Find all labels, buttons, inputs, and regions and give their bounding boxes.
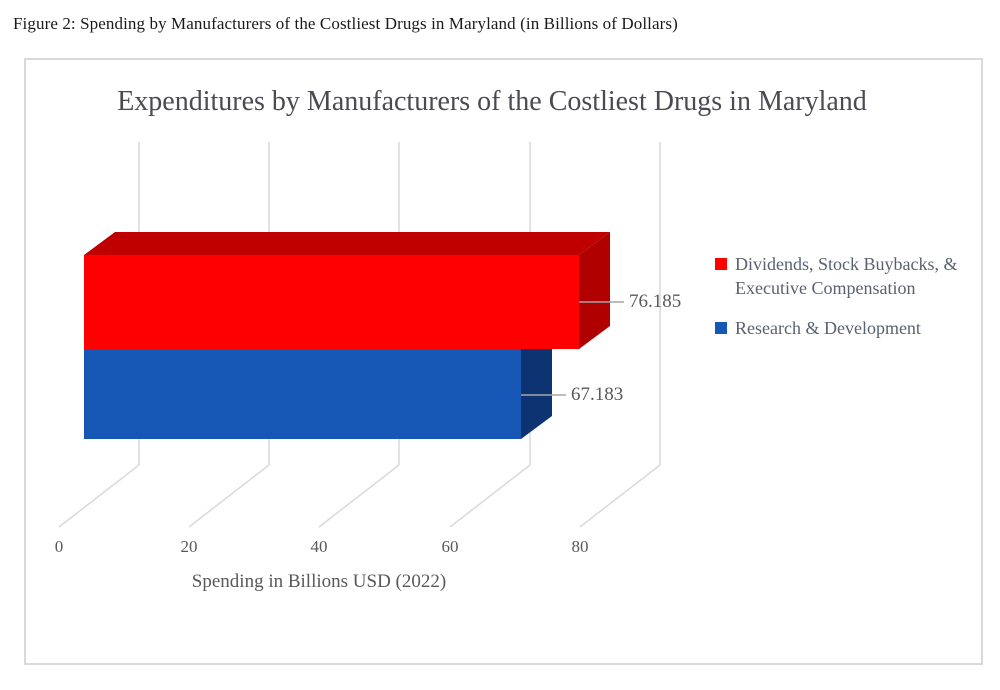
legend: Dividends, Stock Buybacks, & Executive C… (715, 252, 973, 356)
bar-rnd-front-face (84, 349, 521, 439)
bar-dividends-top-face (84, 232, 610, 255)
figure-caption: Figure 2: Spending by Manufacturers of t… (13, 14, 678, 33)
legend-item-label: Dividends, Stock Buybacks, & Executive C… (735, 254, 958, 298)
bar-value-label-dividends: 76.185 (629, 291, 682, 312)
legend-item-rnd: Research & Development (715, 316, 973, 340)
plot-area (58, 142, 661, 528)
floor-line (58, 464, 140, 528)
bar-dividends-front-face (84, 255, 579, 349)
x-axis-title: Spending in Billions USD (2022) (191, 571, 447, 592)
floor-line (318, 464, 400, 528)
floor-line (449, 464, 531, 528)
floor-lines (58, 464, 661, 528)
bar-value-label-rnd: 67.183 (571, 384, 624, 405)
legend-item-dividends: Dividends, Stock Buybacks, & Executive C… (715, 252, 973, 300)
x-tick-label: 80 (571, 537, 589, 556)
x-tick-label: 0 (54, 537, 64, 556)
bar-rnd-side-face (521, 326, 552, 439)
x-tick-label: 40 (310, 537, 328, 556)
legend-color-swatch (715, 258, 727, 270)
x-tick-label: 20 (180, 537, 198, 556)
chart: Expenditures by Manufacturers of the Cos… (24, 58, 983, 665)
leader-lines (521, 301, 624, 396)
bar-dividends-side-face (579, 232, 610, 349)
bar-dividends (84, 232, 610, 349)
legend-color-swatch (715, 322, 727, 334)
x-tick-label: 60 (441, 537, 459, 556)
floor-line (579, 464, 661, 528)
legend-item-label: Research & Development (735, 318, 921, 338)
chart-title: Expenditures by Manufacturers of the Cos… (117, 86, 867, 117)
floor-line (188, 464, 270, 528)
